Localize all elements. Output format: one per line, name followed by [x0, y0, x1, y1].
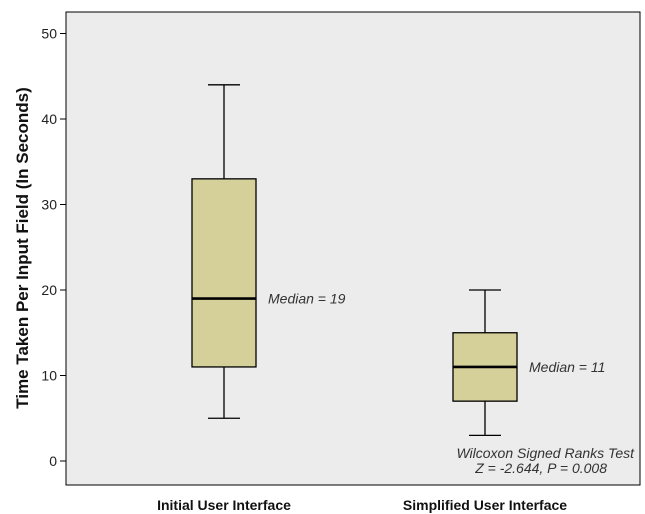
iqr-box: [191, 178, 257, 368]
y-tick-label: 20: [41, 282, 57, 298]
box-1: Median = 19: [191, 84, 346, 419]
y-axis-title: Time Taken Per Input Field (In Seconds): [13, 87, 32, 408]
x-category-label: Initial User Interface: [157, 497, 291, 513]
median-annotation: Median = 11: [529, 359, 605, 375]
x-category-label: Simplified User Interface: [403, 497, 567, 513]
y-tick-label: 10: [41, 368, 57, 384]
plot-area: [65, 11, 641, 486]
test-annotation-line1: Wilcoxon Signed Ranks Test: [456, 445, 635, 461]
x-axis-labels: Initial User Interface Simplified User In…: [157, 497, 567, 513]
box-2: Median = 11: [452, 289, 605, 437]
boxes-group: Median = 19 Median = 11: [191, 84, 605, 437]
y-tick-label: 30: [41, 197, 57, 213]
y-tick-label: 50: [41, 26, 57, 42]
median-annotation: Median = 19: [268, 291, 346, 307]
y-tick-label: 40: [41, 111, 57, 127]
test-annotation-line2: Z = -2.644, P = 0.008: [474, 460, 607, 476]
y-tick-label: 0: [49, 453, 57, 469]
y-axis: 0 10 20 30 40 50: [41, 26, 66, 469]
